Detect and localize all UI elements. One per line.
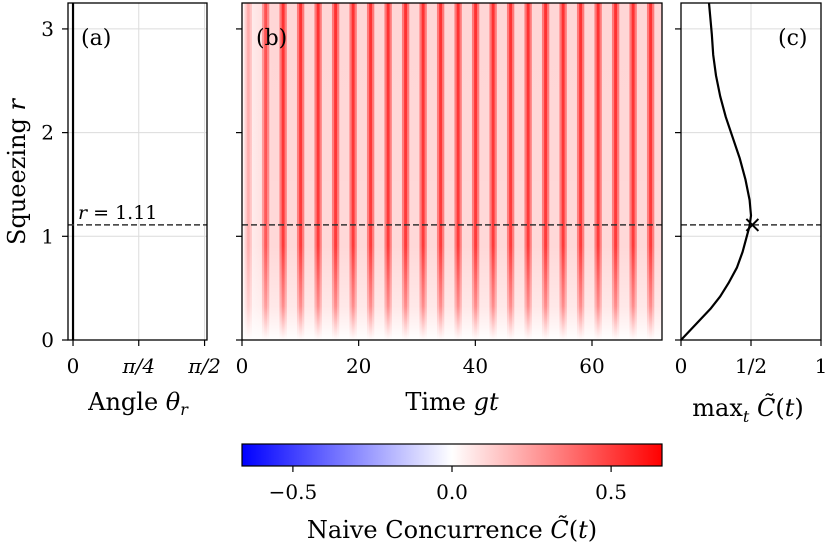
panel-c-max-marker bbox=[745, 218, 760, 232]
panel-a-x-label: Angle θr bbox=[87, 388, 189, 419]
panel-a-grid bbox=[68, 3, 207, 341]
panel-c-x-label: maxt C̃(t) bbox=[692, 394, 803, 426]
panel-a-x-tick-label: π/4 bbox=[121, 354, 155, 378]
panel-c-x-ticks: 0 1/2 1 bbox=[675, 340, 828, 378]
panel-a-x-tick-label: 0 bbox=[67, 354, 80, 378]
panel-a-x-ticks: 0 π/4 π/2 bbox=[67, 340, 221, 378]
panel-c-x-tick-label: 0 bbox=[675, 354, 688, 378]
panel-b-x-label: Time gt bbox=[405, 388, 499, 416]
colorbar: −0.5 0.0 0.5 Naive Concurrence C̃(t) bbox=[241, 443, 663, 544]
panel-c-x-tick-label: 1/2 bbox=[735, 354, 767, 378]
panel-a-y-ticks: 0 1 2 3 bbox=[41, 17, 68, 352]
panel-a-y-tick-label: 0 bbox=[41, 328, 54, 352]
colorbar-tick-label: 0.0 bbox=[436, 480, 468, 504]
panel-b-x-tick-label: 60 bbox=[579, 354, 604, 378]
colorbar-ticks: −0.5 0.0 0.5 bbox=[269, 466, 627, 504]
colorbar-tick-label: −0.5 bbox=[269, 480, 318, 504]
panel-c-label: (c) bbox=[778, 26, 808, 51]
panel-b: (b) 0 20 40 60 Time gt bbox=[236, 2, 663, 416]
panel-b-x-tick-label: 0 bbox=[236, 354, 249, 378]
panel-b-x-ticks: 0 20 40 60 bbox=[236, 340, 605, 378]
panel-a-reference-label: r = 1.11 bbox=[78, 202, 157, 224]
panel-c-series bbox=[680, 2, 753, 341]
panel-a-y-tick-label: 2 bbox=[41, 121, 54, 145]
panel-b-frame bbox=[241, 2, 663, 341]
panel-c-series-line bbox=[680, 2, 753, 341]
panel-a: r = 1.11 (a) 0 π/4 π/2 0 1 2 3 Angle θr Squee… bbox=[3, 2, 221, 419]
panel-b-x-tick-label: 40 bbox=[463, 354, 488, 378]
panel-a-y-tick-label: 1 bbox=[41, 224, 54, 248]
colorbar-gradient bbox=[241, 443, 663, 467]
panel-c-x-tick-label: 1 bbox=[815, 354, 828, 378]
panel-c-grid bbox=[680, 3, 822, 341]
panel-c-y-ticks bbox=[675, 28, 681, 341]
panel-a-frame bbox=[67, 2, 208, 341]
colorbar-tick-label: 0.5 bbox=[595, 480, 627, 504]
panel-a-label: (a) bbox=[81, 26, 111, 51]
panel-a-y-tick-label: 3 bbox=[41, 17, 54, 41]
panel-b-y-ticks bbox=[236, 28, 242, 341]
marker-stroke bbox=[745, 218, 760, 232]
heatmap-bottom-fade bbox=[242, 3, 662, 340]
y-axis-label: Squeezing r bbox=[3, 98, 31, 245]
panel-a-x-tick-label: π/2 bbox=[187, 354, 221, 378]
panel-b-x-tick-label: 20 bbox=[346, 354, 371, 378]
panel-b-label: (b) bbox=[256, 26, 287, 51]
colorbar-label: Naive Concurrence C̃(t) bbox=[307, 516, 597, 544]
panel-c: (c) 0 1/2 1 maxt C̃(t) bbox=[675, 2, 828, 426]
